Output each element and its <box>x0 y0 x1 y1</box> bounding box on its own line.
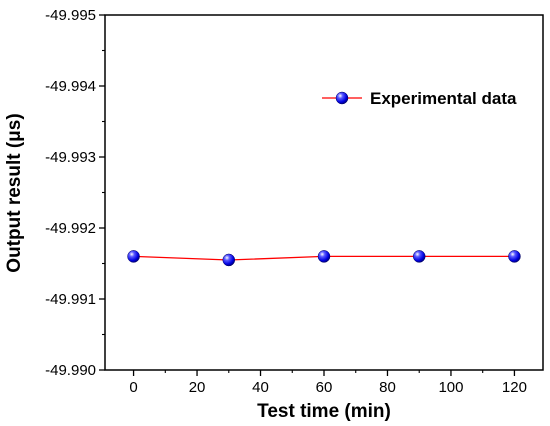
data-point <box>127 250 140 263</box>
x-tick-label: 40 <box>252 379 269 396</box>
y-tick-label: -49.991 <box>45 291 96 308</box>
y-tick-label: -49.994 <box>45 78 96 95</box>
x-axis-title: Test time (min) <box>257 401 391 422</box>
y-axis-title: Output result (μs) <box>4 113 25 272</box>
x-tick-label: 0 <box>129 379 137 396</box>
y-tick-label: -49.993 <box>45 149 96 166</box>
legend: Experimental data <box>322 89 517 108</box>
x-axis: 0 20 40 60 80 100 120 <box>129 370 527 396</box>
data-point <box>222 253 236 267</box>
x-tick-label: 80 <box>379 379 396 396</box>
x-tick-label: 60 <box>316 379 333 396</box>
data-point <box>317 250 331 263</box>
x-tick-label: 20 <box>189 379 206 396</box>
y-tick-label: -49.990 <box>45 362 96 379</box>
data-point <box>508 250 521 263</box>
y-tick-label: -49.995 <box>45 7 96 24</box>
x-tick-label: 100 <box>438 379 463 396</box>
y-tick-label: -49.992 <box>45 220 96 237</box>
legend-label: Experimental data <box>370 89 517 108</box>
plot-frame <box>104 14 544 371</box>
x-tick-label: 120 <box>502 379 527 396</box>
series-layer <box>127 250 521 267</box>
data-point <box>412 250 426 263</box>
legend-marker <box>335 91 349 105</box>
y-axis: -49.995 -49.994 -49.993 -49.992 -49.991 -49.9… <box>45 7 105 379</box>
